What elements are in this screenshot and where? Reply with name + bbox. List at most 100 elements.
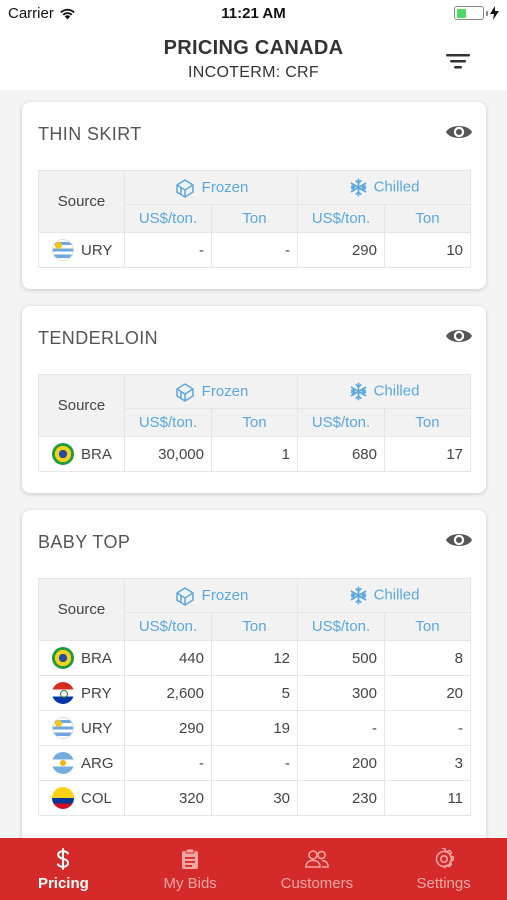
eye-icon[interactable]: [445, 530, 473, 550]
source-code: URY: [81, 719, 113, 737]
frozen-price: 320: [124, 780, 212, 816]
tab-customers[interactable]: Customers: [254, 838, 381, 900]
chilled-price-header: US$/ton.: [297, 408, 385, 437]
chilled-price: 230: [297, 780, 385, 816]
filter-icon[interactable]: [444, 50, 472, 72]
chilled-price: -: [297, 710, 385, 746]
gear-icon: [435, 848, 454, 869]
frozen-price-header: US$/ton.: [124, 204, 212, 233]
charging-bolt-icon: [490, 6, 499, 20]
frozen-price-header: US$/ton.: [124, 408, 212, 437]
frozen-ton: 5: [211, 675, 298, 711]
chilled-header: Chilled: [296, 374, 472, 409]
page-subtitle: INCOTERM: CRF: [187, 64, 319, 81]
tab-my-bids-label: My Bids: [163, 875, 217, 892]
snowflake-icon: [349, 382, 368, 401]
customers-icon: [305, 850, 329, 868]
tab-settings[interactable]: Settings: [380, 838, 507, 900]
chilled-ton: 10: [383, 232, 472, 268]
pricing-table: Source Frozen Chilled US$/ton. Ton US$/t…: [38, 578, 472, 816]
wifi-icon: [60, 8, 75, 19]
cards-list[interactable]: THIN SKIRT Source Frozen Chilled US$/ton…: [0, 90, 507, 838]
tab-pricing[interactable]: Pricing: [0, 838, 127, 900]
paraguay-flag-icon: [52, 682, 74, 704]
chilled-header: Chilled: [296, 170, 472, 205]
card-title: BABY TOP: [38, 532, 131, 552]
page-title: PRICING CANADA: [163, 37, 344, 59]
product-card-thin-skirt[interactable]: THIN SKIRT Source Frozen Chilled US$/ton…: [22, 102, 486, 289]
tab-settings-label: Settings: [416, 875, 471, 892]
source-code: URY: [81, 241, 113, 259]
frozen-ton-header: Ton: [211, 612, 298, 641]
clipboard-icon: [182, 848, 199, 869]
source-code: ARG: [81, 754, 114, 772]
frozen-ton-header: Ton: [211, 408, 298, 437]
table-row: BRA 440 12 500 8: [38, 640, 472, 676]
frozen-ton: 30: [211, 780, 298, 816]
tab-pricing-label: Pricing: [37, 875, 89, 892]
eye-icon[interactable]: [445, 326, 473, 346]
card-title: TENDERLOIN: [38, 328, 159, 348]
chilled-ton: 20: [383, 675, 472, 711]
product-card-tenderloin[interactable]: TENDERLOIN Source Frozen Chilled US$/ton…: [22, 306, 486, 493]
uruguay-flag-icon: [52, 717, 74, 739]
chilled-price: 680: [297, 436, 385, 472]
clock: 11:21 AM: [221, 5, 286, 22]
table-row: COL 320 30 230 11: [38, 780, 472, 816]
frozen-ton: 12: [211, 640, 298, 676]
chilled-price: 200: [297, 745, 385, 781]
source-header: Source: [38, 170, 125, 233]
chilled-ton: -: [383, 710, 472, 746]
frozen-icon: [174, 381, 196, 403]
eye-icon[interactable]: [445, 122, 473, 142]
table-row: URY 290 19 - -: [38, 710, 472, 746]
frozen-price: 290: [124, 710, 212, 746]
chilled-price-header: US$/ton.: [297, 204, 385, 233]
frozen-icon: [174, 177, 196, 199]
source-code: PRY: [81, 684, 112, 702]
table-row: URY - - 290 10: [38, 232, 472, 268]
table-row: PRY 2,600 5 300 20: [38, 675, 472, 711]
chilled-ton-header: Ton: [383, 612, 472, 641]
carrier: Carrier: [8, 5, 76, 22]
chilled-price-header: US$/ton.: [297, 612, 385, 641]
source-code: BRA: [81, 649, 112, 667]
uruguay-flag-icon: [52, 239, 74, 261]
source-header: Source: [38, 374, 125, 437]
frozen-header: Frozen: [124, 374, 298, 409]
frozen-ton-header: Ton: [211, 204, 298, 233]
frozen-price: 440: [124, 640, 212, 676]
carrier-label: Carrier: [8, 5, 54, 22]
source-code: COL: [81, 789, 112, 807]
tab-bar: Pricing My Bids Customers Settings: [0, 838, 507, 900]
frozen-ton: 1: [211, 436, 298, 472]
frozen-header: Frozen: [124, 578, 298, 613]
frozen-header: Frozen: [124, 170, 298, 205]
frozen-price-header: US$/ton.: [124, 612, 212, 641]
source-code: BRA: [81, 445, 112, 463]
colombia-flag-icon: [52, 787, 74, 809]
chilled-price: 300: [297, 675, 385, 711]
chilled-header: Chilled: [296, 578, 472, 613]
chilled-ton: 11: [383, 780, 472, 816]
pricing-table: Source Frozen Chilled US$/ton. Ton US$/t…: [38, 170, 472, 268]
frozen-price: -: [124, 745, 212, 781]
battery-icon: [454, 6, 499, 20]
brazil-flag-icon: [52, 647, 74, 669]
tab-customers-label: Customers: [280, 875, 354, 892]
snowflake-icon: [349, 586, 368, 605]
snowflake-icon: [349, 178, 368, 197]
brazil-flag-icon: [52, 443, 74, 465]
chilled-ton: 3: [383, 745, 472, 781]
source-header: Source: [38, 578, 125, 641]
chilled-price: 290: [297, 232, 385, 268]
tab-my-bids[interactable]: My Bids: [127, 838, 254, 900]
chilled-price: 500: [297, 640, 385, 676]
card-title: THIN SKIRT: [38, 124, 142, 144]
frozen-icon: [174, 585, 196, 607]
product-card-baby-top[interactable]: BABY TOP Source Frozen Chilled US$/ton. …: [22, 510, 486, 838]
frozen-price: -: [124, 232, 212, 268]
frozen-ton: -: [211, 232, 298, 268]
chilled-ton-header: Ton: [383, 408, 472, 437]
frozen-price: 30,000: [124, 436, 212, 472]
